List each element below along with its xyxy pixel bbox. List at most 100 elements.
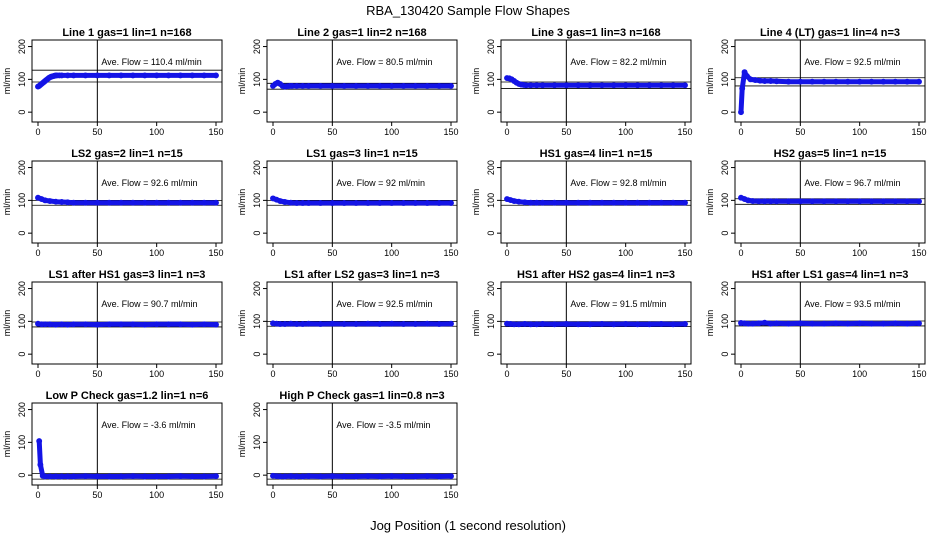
ave-flow-annotation: Ave. Flow = -3.5 ml/min (336, 420, 430, 430)
x-tick-label: 0 (504, 248, 509, 258)
data-point (448, 320, 454, 327)
panel-9: LS1 after HS1 gas=3 lin=1 n=3 Ave. Flow =… (2, 269, 224, 379)
x-tick-label: 100 (852, 127, 867, 137)
y-tick-label: 200 (252, 281, 262, 296)
x-tick-label: 0 (35, 369, 40, 379)
data-point (904, 320, 911, 327)
data-point (201, 321, 208, 328)
data-point (916, 78, 922, 85)
panel-5: LS2 gas=2 lin=1 n=15 Ave. Flow = 92.6 ml/… (2, 148, 224, 258)
data-point (436, 200, 443, 206)
data-point (317, 473, 324, 480)
data-point (364, 200, 371, 206)
data-point (400, 321, 407, 327)
x-tick-label: 50 (327, 490, 337, 500)
data-point (622, 82, 629, 89)
ave-flow-annotation: Ave. Flow = 92.5 ml/min (336, 299, 432, 309)
data-point (376, 473, 383, 480)
data-point (832, 78, 839, 85)
data-point (35, 320, 41, 327)
data-point (610, 199, 617, 206)
data-point (856, 198, 863, 205)
plot-frame (734, 281, 926, 365)
x-tick-label: 100 (384, 490, 399, 500)
plot-frame (31, 39, 223, 123)
x-tick-label: 50 (327, 248, 337, 258)
y-tick-label: 100 (17, 193, 27, 208)
panel-title: HS1 gas=4 lin=1 n=15 (540, 148, 653, 160)
data-point (400, 473, 407, 480)
data-point (58, 473, 65, 480)
data-point (141, 473, 148, 480)
data-point (436, 82, 443, 89)
panel-title: Low P Check gas=1.2 lin=1 n=6 (46, 390, 209, 402)
data-point (436, 473, 443, 480)
data-point (37, 461, 44, 468)
data-point (670, 199, 677, 206)
x-tick-label: 50 (795, 248, 805, 258)
data-point (400, 82, 407, 89)
data-point (64, 321, 71, 328)
x-tick-label: 0 (738, 369, 743, 379)
y-tick-label: 0 (252, 473, 262, 478)
data-point (129, 321, 136, 328)
data-point (353, 473, 360, 480)
y-tick-label: 0 (17, 231, 27, 236)
data-point (189, 72, 196, 79)
panel-3: Line 3 gas=1 lin=3 n=168 Ave. Flow = 82.2… (471, 27, 693, 137)
data-point (201, 199, 208, 206)
plot-frame (734, 160, 926, 244)
y-axis-label: ml/min (237, 310, 247, 337)
data-point (658, 199, 665, 206)
x-tick-label: 150 (911, 127, 926, 137)
data-point (658, 321, 665, 327)
data-point (761, 198, 768, 205)
data-point (106, 199, 113, 206)
x-tick-label: 50 (327, 369, 337, 379)
x-tick-label: 100 (149, 369, 164, 379)
data-point (270, 195, 276, 202)
data-point (809, 320, 816, 327)
plot-frame (31, 402, 223, 486)
data-point (844, 198, 851, 205)
data-point (64, 72, 71, 79)
data-point (364, 320, 371, 327)
data-point (129, 199, 136, 206)
x-tick-label: 150 (911, 369, 926, 379)
data-point (741, 196, 748, 202)
x-tick-label: 50 (92, 490, 102, 500)
data-point (118, 72, 125, 79)
x-tick-label: 100 (384, 127, 399, 137)
data-point (52, 198, 59, 205)
y-axis-label: ml/min (2, 310, 12, 337)
x-tick-label: 0 (504, 127, 509, 137)
data-point (551, 82, 558, 89)
x-tick-label: 50 (795, 127, 805, 137)
data-point (165, 473, 172, 480)
data-point (82, 473, 89, 480)
data-point (201, 72, 208, 79)
data-point (868, 198, 875, 205)
data-point (880, 78, 887, 85)
data-point (412, 321, 419, 327)
data-point (376, 321, 383, 327)
panel-title: HS1 after HS2 gas=4 lin=1 n=3 (517, 269, 675, 281)
y-axis-label: ml/min (2, 68, 12, 95)
data-point (785, 78, 792, 85)
data-point (587, 199, 594, 206)
data-point (682, 199, 688, 206)
data-point (587, 321, 594, 328)
data-point (738, 109, 744, 116)
data-point (286, 82, 293, 89)
figure-title: RBA_130420 Sample Flow Shapes (366, 3, 570, 18)
data-point (376, 82, 383, 89)
figure-xlabel: Jog Position (1 second resolution) (370, 518, 566, 533)
data-point (38, 321, 45, 328)
data-point (773, 320, 780, 327)
data-point (755, 320, 762, 327)
x-tick-label: 50 (561, 248, 571, 258)
y-axis-label: ml/min (237, 68, 247, 95)
data-point (52, 321, 59, 328)
data-point (317, 82, 324, 89)
y-tick-label: 200 (252, 402, 262, 417)
